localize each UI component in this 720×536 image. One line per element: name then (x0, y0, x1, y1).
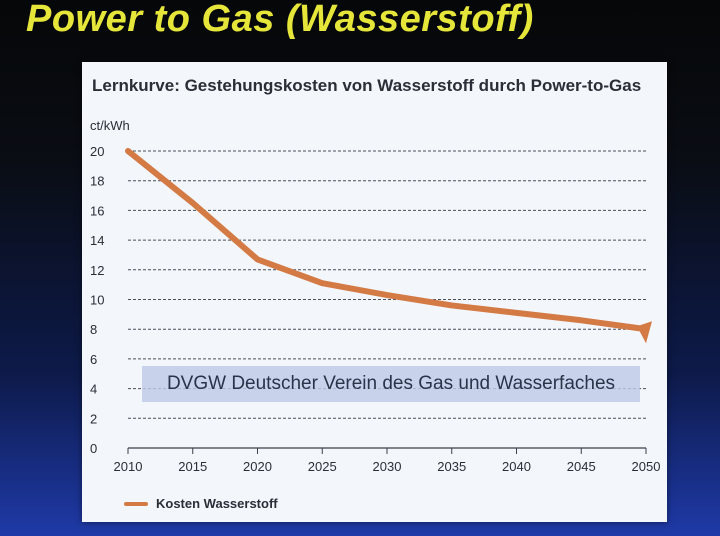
data-point (515, 311, 518, 315)
slide-title: Power to Gas (Wasserstoff) (26, 0, 534, 40)
chart-title: Lernkurve: Gestehungskosten von Wasserst… (92, 76, 642, 95)
x-tick-label: 2045 (567, 459, 596, 474)
series-arrowhead (637, 321, 652, 344)
legend-label: Kosten Wasserstoff (156, 496, 278, 511)
data-point (385, 293, 389, 297)
data-point (579, 318, 583, 322)
x-tick-label: 2050 (632, 459, 661, 474)
y-tick-label: 2 (90, 411, 97, 426)
x-tick-label: 2025 (308, 459, 337, 474)
watermark-overlay: DVGW Deutscher Verein des Gas und Wasser… (142, 366, 640, 402)
y-tick-label: 4 (90, 382, 97, 397)
data-point (450, 303, 454, 307)
legend-swatch (124, 501, 148, 506)
y-tick-label: 12 (90, 263, 104, 278)
x-tick-label: 2015 (178, 459, 207, 474)
x-tick-label: 2010 (114, 459, 143, 474)
y-tick-label: 6 (90, 352, 97, 367)
x-tick-label: 2030 (373, 459, 402, 474)
data-point (320, 281, 324, 285)
y-tick-label: 10 (90, 293, 104, 308)
line-chart: 0 2 4 6 8 10 12 14 16 18 20 ct/kWh 2010 2015 2020 2025 2… (90, 118, 661, 474)
x-tick-label: 2040 (502, 459, 531, 474)
y-tick-label: 16 (90, 203, 104, 218)
x-tick-label: 2035 (437, 459, 466, 474)
chart-card: Lernkurve: Gestehungskosten von Wasserst… (82, 62, 667, 522)
y-tick-label: 14 (90, 233, 104, 248)
y-tick-label: 8 (90, 322, 97, 337)
data-point (191, 201, 195, 205)
chart-legend: Kosten Wasserstoff (124, 496, 278, 511)
data-point (256, 257, 259, 261)
x-tick-label: 2020 (243, 459, 272, 474)
y-tick-label: 18 (90, 174, 104, 189)
y-tick-label: 20 (90, 144, 104, 159)
y-axis-label: ct/kWh (90, 118, 130, 133)
y-tick-label: 0 (90, 441, 97, 456)
data-point (126, 149, 130, 153)
